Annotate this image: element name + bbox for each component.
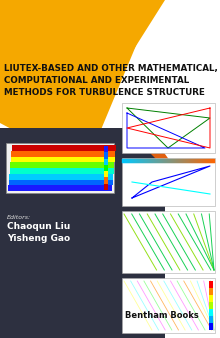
Bar (122, 103, 215, 153)
Polygon shape (0, 128, 165, 338)
Bar (10, 162, 114, 168)
Bar (9, 168, 114, 174)
Bar (9, 174, 113, 179)
Bar (122, 158, 215, 206)
Bar (104, 171, 108, 177)
Bar (6, 143, 114, 193)
Text: METHODS FOR TURBULENCE STRUCTURE: METHODS FOR TURBULENCE STRUCTURE (4, 88, 205, 97)
Bar (122, 278, 215, 333)
Bar (9, 179, 112, 185)
Bar (209, 288, 213, 295)
Text: Yisheng Gao: Yisheng Gao (7, 234, 70, 243)
Bar (104, 165, 108, 171)
Bar (104, 152, 108, 159)
Text: COMPUTATIONAL AND EXPERIMENTAL: COMPUTATIONAL AND EXPERIMENTAL (4, 76, 189, 85)
Bar (104, 159, 108, 165)
Text: Editors:: Editors: (7, 215, 31, 220)
Text: LIUTEX-BASED AND OTHER MATHEMATICAL,: LIUTEX-BASED AND OTHER MATHEMATICAL, (4, 64, 218, 73)
Text: Chaoqun Liu: Chaoqun Liu (7, 222, 70, 231)
Polygon shape (0, 0, 165, 95)
Bar (8, 185, 112, 191)
Polygon shape (0, 0, 155, 168)
Bar (122, 211, 215, 273)
Bar (11, 145, 116, 151)
Polygon shape (95, 140, 175, 168)
Text: Bentham Books: Bentham Books (125, 311, 199, 320)
Bar (209, 323, 213, 330)
Bar (209, 302, 213, 309)
Bar (209, 309, 213, 316)
Bar (209, 295, 213, 302)
Bar (209, 316, 213, 323)
Bar (104, 146, 108, 152)
Bar (104, 184, 108, 190)
Bar (209, 281, 213, 288)
Bar (11, 156, 114, 162)
Bar (11, 151, 115, 156)
Bar (104, 177, 108, 184)
